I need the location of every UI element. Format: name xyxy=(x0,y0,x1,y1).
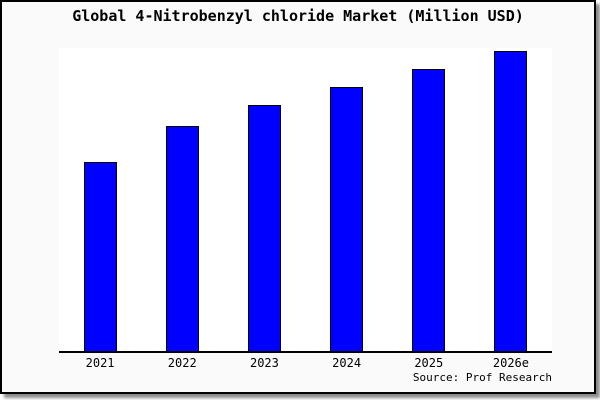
bar-2026e xyxy=(494,51,528,351)
bar-2023 xyxy=(247,105,281,351)
x-tick-label-2024: 2024 xyxy=(332,356,362,370)
x-tick-label-2025: 2025 xyxy=(414,356,444,370)
bar-2024 xyxy=(330,87,364,351)
chart-window: Global 4-Nitrobenzyl chloride Market (Mi… xyxy=(0,0,596,394)
bar-2021 xyxy=(83,162,117,351)
x-tick-label-2021: 2021 xyxy=(85,356,115,370)
x-tick-label-2023: 2023 xyxy=(249,356,279,370)
x-tick-label-2022: 2022 xyxy=(167,356,197,370)
source-credit: Source: Prof Research xyxy=(412,371,552,384)
x-tick-label-2026e: 2026e xyxy=(492,356,529,370)
chart-title: Global 4-Nitrobenzyl chloride Market (Mi… xyxy=(72,7,524,25)
bar-2025 xyxy=(412,69,446,351)
x-axis-labels: 2021 2022 2023 2024 2025 2026e xyxy=(59,356,552,370)
bar-2022 xyxy=(165,126,199,351)
plot-area xyxy=(59,48,552,353)
